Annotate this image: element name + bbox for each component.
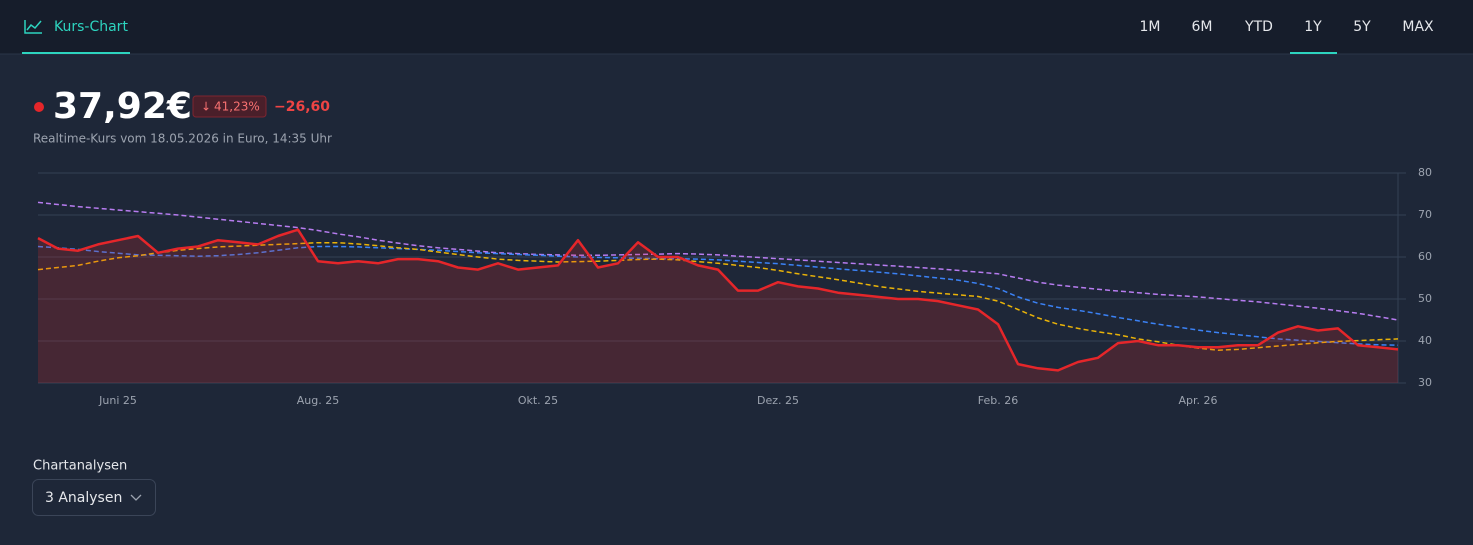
range-tab[interactable]: YTD <box>1244 19 1273 35</box>
range-tab[interactable]: 1M <box>1140 19 1161 35</box>
range-underline <box>1290 52 1337 54</box>
range-label: 1M <box>1140 19 1161 35</box>
y-tick-label: 70 <box>1418 208 1432 221</box>
x-tick-label: Juni 25 <box>98 394 137 407</box>
down-arrow: ↓ <box>201 100 211 114</box>
average-line <box>37 245 1399 346</box>
tab-label: Kurs-Chart <box>54 19 128 35</box>
range-tab[interactable]: 1Y <box>1290 19 1337 54</box>
range-label: MAX <box>1402 19 1434 35</box>
top-bar <box>0 0 1473 54</box>
range-label: YTD <box>1244 19 1273 35</box>
x-tick-label: Okt. 25 <box>518 394 558 407</box>
chevron <box>130 494 142 501</box>
x-tick-label: Apr. 26 <box>1178 394 1217 407</box>
change-value: −26,60 <box>274 99 330 115</box>
price-line <box>37 228 1399 372</box>
chart: 30 40 50 60 70 80 Juni 25 Aug. 25 Okt. 25 Dez. 25… <box>37 166 1432 407</box>
y-tick-label: 80 <box>1418 166 1432 179</box>
x-tick-label: Aug. 25 <box>297 394 339 407</box>
dropdown-text: 3 Analysen <box>45 490 122 506</box>
y-tick-label: 60 <box>1418 250 1432 263</box>
y-tick-label: 50 <box>1418 292 1432 305</box>
price: 37,92€ <box>53 86 192 127</box>
x-tick-label: Feb. 26 <box>978 394 1018 407</box>
tab-underline <box>22 52 130 54</box>
range-tab[interactable]: 6M <box>1192 19 1213 35</box>
range-label: 5Y <box>1353 19 1371 35</box>
live-dot <box>34 102 44 112</box>
range-label: 1Y <box>1304 19 1322 35</box>
analyses-dropdown[interactable]: 3 Analysen <box>32 479 156 516</box>
analyses-label: Chartanalysen <box>33 459 127 474</box>
quote-note: Realtime-Kurs vom 18.05.2026 in Euro, 14… <box>33 132 332 146</box>
change-badge <box>192 95 267 118</box>
range-tabs: 1M 6M YTD 1Y 5Y MAX <box>1140 19 1434 54</box>
x-tick-label: Dez. 25 <box>757 394 799 407</box>
chart-icon <box>24 20 42 34</box>
y-tick-label: 40 <box>1418 334 1432 347</box>
change-percent: 41,23% <box>214 100 260 114</box>
y-tick-label: 30 <box>1418 376 1432 389</box>
chart-tab[interactable]: Kurs-Chart <box>22 19 130 54</box>
dropdown-box <box>32 479 156 516</box>
price-area <box>38 229 1398 383</box>
range-tab[interactable]: MAX <box>1402 19 1434 35</box>
average-line <box>37 201 1399 321</box>
range-label: 6M <box>1192 19 1213 35</box>
range-tab[interactable]: 5Y <box>1353 19 1371 35</box>
